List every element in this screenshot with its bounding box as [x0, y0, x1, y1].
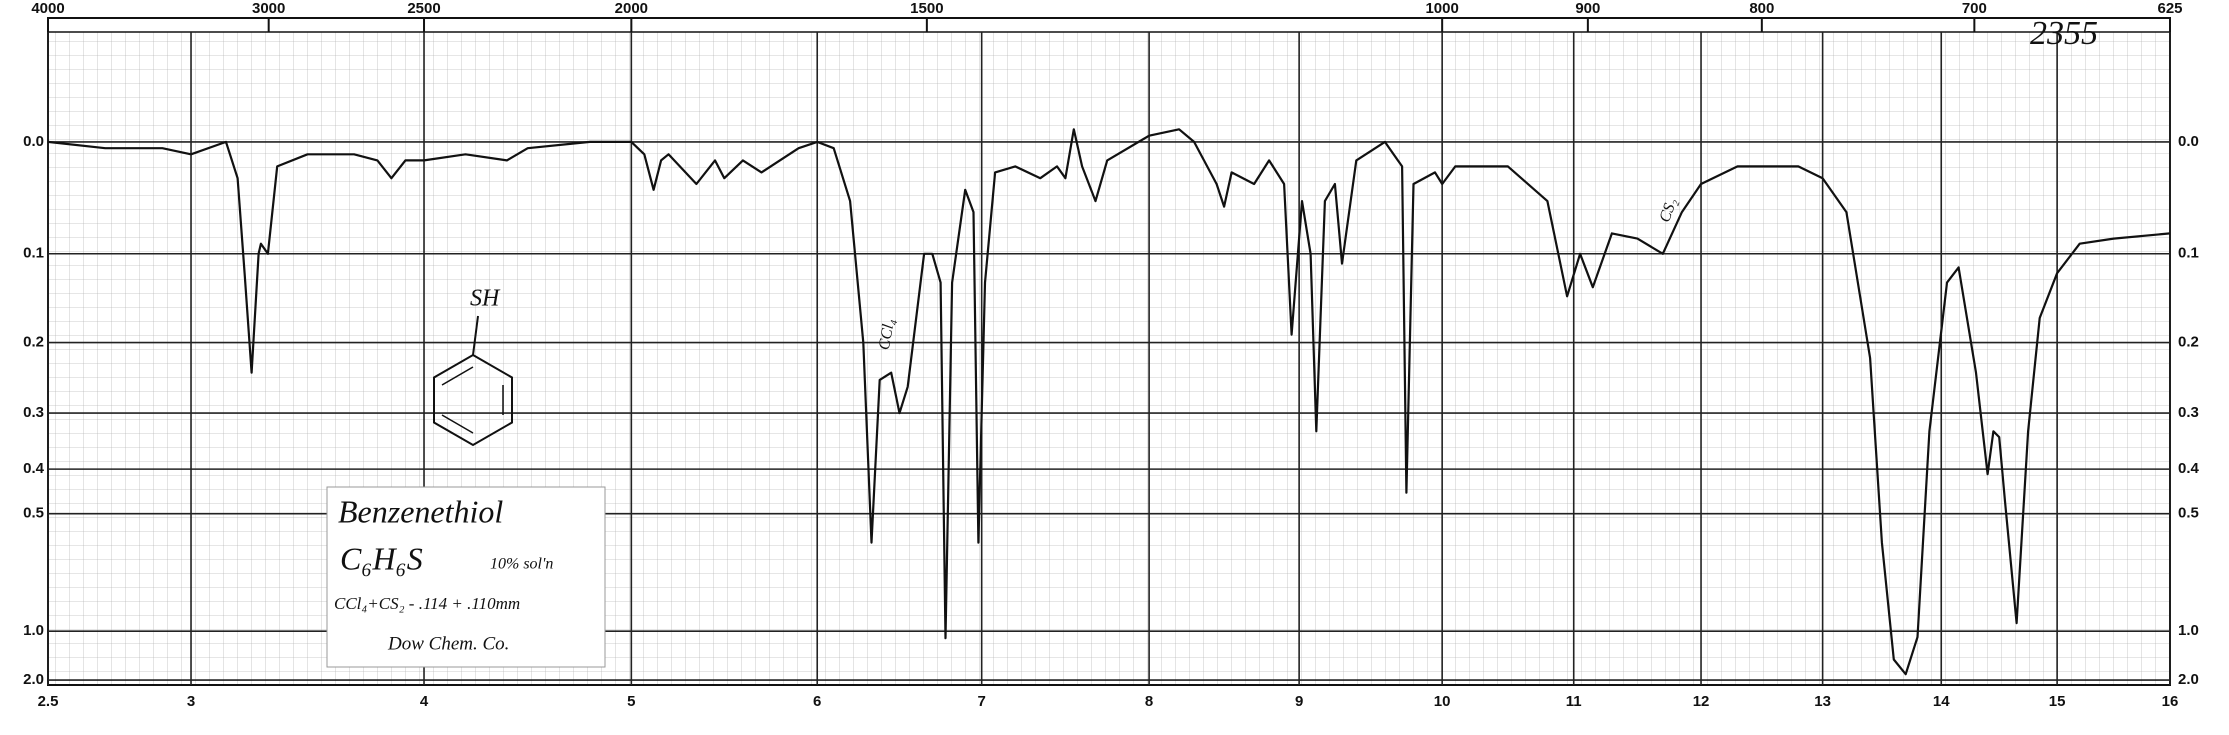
- x2-tick-label: 3000: [252, 0, 285, 17]
- y2-tick-label: 1.0: [2178, 622, 2199, 639]
- x-tick-label: 2.5: [38, 693, 59, 710]
- annotation: CCl₄+CS₂ - .114 + .110mm: [334, 594, 520, 613]
- x2-tick-label: 900: [1575, 0, 1600, 17]
- spectrum-line: [47, 128, 2171, 676]
- x-tick-label: 7: [978, 693, 986, 710]
- x-tick-label: 10: [1434, 693, 1451, 710]
- x-tick-label: 6: [813, 693, 821, 710]
- x-tick-label: 15: [2049, 693, 2066, 710]
- y-tick-label: 0.0: [23, 133, 44, 150]
- y-tick-label: 1.0: [23, 622, 44, 639]
- x2-tick-label: 700: [1962, 0, 1987, 17]
- y2-tick-label: 0.5: [2178, 505, 2199, 522]
- y2-tick-label: 0.0: [2178, 133, 2199, 150]
- annotation: SH: [470, 286, 501, 312]
- x2-tick-label: 4000: [31, 0, 64, 17]
- x-tick-label: 16: [2162, 693, 2179, 710]
- x-tick-label: 4: [420, 693, 429, 710]
- x-tick-label: 13: [1814, 693, 1831, 710]
- annotation: C₆H₆S: [340, 540, 423, 576]
- annotation: Dow Chem. Co.: [387, 633, 509, 654]
- x-tick-label: 12: [1693, 693, 1710, 710]
- label-box: [326, 486, 606, 668]
- benzene-ring: [433, 353, 513, 447]
- ring-bonds: [441, 366, 504, 434]
- annotation: CCl₄: [876, 317, 898, 351]
- marks: [47, 128, 2171, 676]
- y-tick-label: 0.3: [23, 404, 44, 421]
- y-tick-label: 0.5: [23, 505, 44, 522]
- annotation: 10% sol'n: [490, 556, 553, 573]
- y2-tick-label: 0.2: [2178, 334, 2199, 351]
- y-tick-label: 0.2: [23, 334, 44, 351]
- y-tick-label: 0.4: [23, 460, 45, 477]
- annotation: 2355: [2030, 15, 2098, 52]
- grid: [47, 32, 2171, 685]
- x-tick-label: 5: [627, 693, 635, 710]
- y2-tick-label: 0.4: [2178, 460, 2200, 477]
- y-tick-label: 2.0: [23, 671, 44, 688]
- y2-tick-label: 0.1: [2178, 245, 2199, 262]
- annotation: Benzenethiol: [338, 493, 503, 529]
- x2-tick-label: 1500: [910, 0, 943, 17]
- x2-tick-label: 1000: [1425, 0, 1458, 17]
- x2-tick-label: 2500: [407, 0, 440, 17]
- y2-tick-label: 2.0: [2178, 671, 2199, 688]
- sh-bond: [472, 315, 479, 356]
- x-tick-label: 8: [1145, 693, 1153, 710]
- x2-tick-label: 800: [1749, 0, 1774, 17]
- x-tick-label: 11: [1566, 693, 1582, 710]
- x-tick-label: 3: [187, 693, 195, 710]
- x2-tick-label: 2000: [615, 0, 648, 17]
- x-tick-label: 9: [1295, 693, 1303, 710]
- y2-tick-label: 0.3: [2178, 404, 2199, 421]
- y-tick-label: 0.1: [23, 245, 44, 262]
- x-tick-label: 14: [1933, 693, 1950, 710]
- x2-tick-label: 625: [2157, 0, 2182, 17]
